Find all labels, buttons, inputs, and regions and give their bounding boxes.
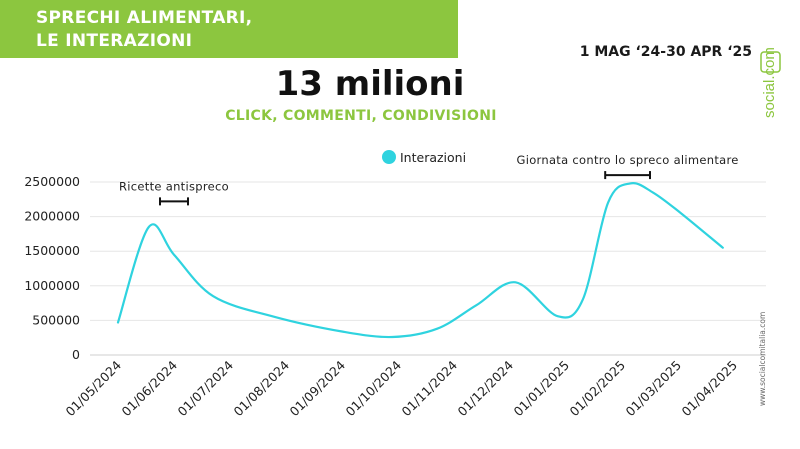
y-tick-label: 1000000 [24,278,80,293]
y-tick-label: 1500000 [24,243,80,258]
annotation-label: Giornata contro lo spreco alimentare [516,153,738,167]
headline: 13 milioni [275,64,465,104]
title-line-1: SPRECHI ALIMENTARI, [36,8,253,28]
brand-logo: social.com [760,48,781,118]
x-tick-label: 01/06/2024 [119,357,181,419]
x-tick-label: 01/11/2024 [399,357,461,419]
x-tick-label: 01/02/2025 [567,358,629,420]
legend: Interazioni [382,150,466,165]
y-tick-label: 2000000 [24,209,80,224]
legend-label: Interazioni [400,150,467,165]
x-tick-label: 01/07/2024 [175,357,237,419]
x-tick-label: 01/01/2025 [511,358,573,420]
title-line-2: LE INTERAZIONI [36,31,193,51]
annotation-label: Ricette antispreco [119,179,229,193]
y-tick-label: 2500000 [24,174,80,189]
x-tick-label: 01/03/2025 [623,358,685,420]
website-credit: www.socialcomitalia.com [758,312,767,406]
series-line-interazioni [116,181,724,339]
x-tick-label: 01/10/2024 [343,357,405,419]
date-range: 1 MAG ‘24-30 APR ‘25 [579,44,752,60]
x-tick-label: 01/12/2024 [455,357,517,419]
website-credit-text: www.socialcomitalia.com [758,312,767,406]
x-tick-label: 01/09/2024 [287,357,349,419]
y-tick-label: 500000 [32,312,80,327]
x-tick-label: 01/08/2024 [231,357,293,419]
subheadline: CLICK, COMMENTI, CONDIVISIONI [225,108,497,124]
legend-marker [382,150,396,164]
x-tick-label: 01/04/2025 [679,358,741,420]
title-banner: SPRECHI ALIMENTARI, LE INTERAZIONI [0,0,458,58]
brand-logo-text: social.com [761,48,778,118]
y-tick-label: 0 [72,347,80,362]
x-tick-label: 01/05/2024 [63,357,125,419]
